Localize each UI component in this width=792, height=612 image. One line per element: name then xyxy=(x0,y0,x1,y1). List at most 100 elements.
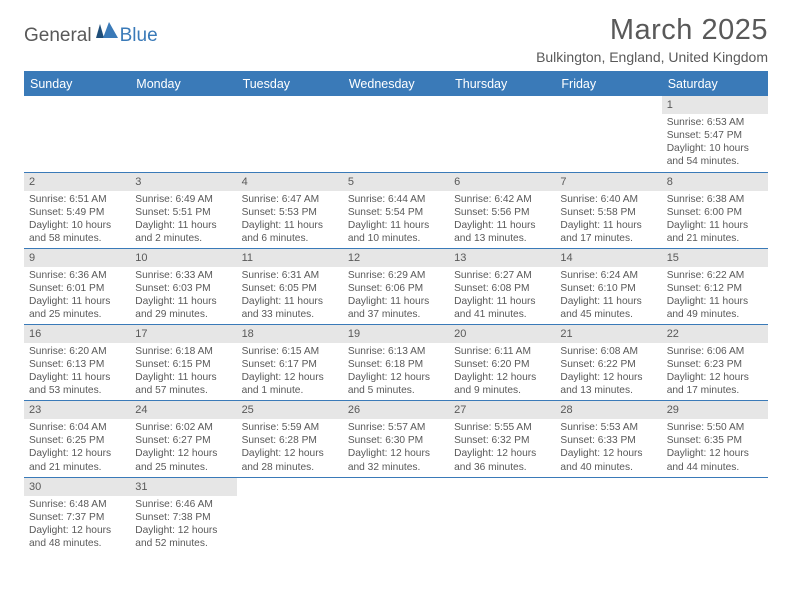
day-details: Sunrise: 6:06 AMSunset: 6:23 PMDaylight:… xyxy=(662,343,768,400)
sunset-text: Sunset: 6:15 PM xyxy=(135,358,231,371)
sunset-text: Sunset: 5:53 PM xyxy=(242,206,338,219)
calendar-day-cell: 21Sunrise: 6:08 AMSunset: 6:22 PMDayligh… xyxy=(555,325,661,401)
daylight-text: Daylight: 10 hours and 58 minutes. xyxy=(29,219,125,245)
calendar-day-cell: 3Sunrise: 6:49 AMSunset: 5:51 PMDaylight… xyxy=(130,172,236,248)
day-details: Sunrise: 6:49 AMSunset: 5:51 PMDaylight:… xyxy=(130,191,236,248)
calendar-day-cell: 8Sunrise: 6:38 AMSunset: 6:00 PMDaylight… xyxy=(662,172,768,248)
day-details: Sunrise: 6:27 AMSunset: 6:08 PMDaylight:… xyxy=(449,267,555,324)
calendar-week-row: 23Sunrise: 6:04 AMSunset: 6:25 PMDayligh… xyxy=(24,401,768,477)
sunrise-text: Sunrise: 6:13 AM xyxy=(348,345,444,358)
day-number: 12 xyxy=(343,249,449,267)
calendar-day-cell: 29Sunrise: 5:50 AMSunset: 6:35 PMDayligh… xyxy=(662,401,768,477)
calendar-week-row: 9Sunrise: 6:36 AMSunset: 6:01 PMDaylight… xyxy=(24,248,768,324)
calendar-day-cell xyxy=(130,96,236,172)
sunrise-text: Sunrise: 6:44 AM xyxy=(348,193,444,206)
daylight-text: Daylight: 11 hours and 6 minutes. xyxy=(242,219,338,245)
calendar-body: 1Sunrise: 6:53 AMSunset: 5:47 PMDaylight… xyxy=(24,96,768,553)
sunrise-text: Sunrise: 5:57 AM xyxy=(348,421,444,434)
day-number: 5 xyxy=(343,173,449,191)
daylight-text: Daylight: 11 hours and 29 minutes. xyxy=(135,295,231,321)
day-details: Sunrise: 6:22 AMSunset: 6:12 PMDaylight:… xyxy=(662,267,768,324)
daylight-text: Daylight: 12 hours and 48 minutes. xyxy=(29,524,125,550)
logo-text-blue: Blue xyxy=(120,25,158,47)
daylight-text: Daylight: 11 hours and 33 minutes. xyxy=(242,295,338,321)
calendar-day-cell xyxy=(449,96,555,172)
calendar-week-row: 30Sunrise: 6:48 AMSunset: 7:37 PMDayligh… xyxy=(24,477,768,553)
weekday-header: Wednesday xyxy=(343,72,449,96)
calendar-day-cell: 14Sunrise: 6:24 AMSunset: 6:10 PMDayligh… xyxy=(555,248,661,324)
day-details: Sunrise: 6:31 AMSunset: 6:05 PMDaylight:… xyxy=(237,267,343,324)
logo-text-general: General xyxy=(24,25,92,47)
day-number: 2 xyxy=(24,173,130,191)
calendar-week-row: 2Sunrise: 6:51 AMSunset: 5:49 PMDaylight… xyxy=(24,172,768,248)
day-details: Sunrise: 6:15 AMSunset: 6:17 PMDaylight:… xyxy=(237,343,343,400)
daylight-text: Daylight: 12 hours and 32 minutes. xyxy=(348,447,444,473)
day-number: 28 xyxy=(555,401,661,419)
sunrise-text: Sunrise: 5:50 AM xyxy=(667,421,763,434)
day-number: 30 xyxy=(24,478,130,496)
day-number: 3 xyxy=(130,173,236,191)
day-details: Sunrise: 6:18 AMSunset: 6:15 PMDaylight:… xyxy=(130,343,236,400)
daylight-text: Daylight: 11 hours and 57 minutes. xyxy=(135,371,231,397)
sunrise-text: Sunrise: 6:02 AM xyxy=(135,421,231,434)
sunrise-text: Sunrise: 6:38 AM xyxy=(667,193,763,206)
day-number: 24 xyxy=(130,401,236,419)
calendar-day-cell xyxy=(343,477,449,553)
sunset-text: Sunset: 6:25 PM xyxy=(29,434,125,447)
daylight-text: Daylight: 11 hours and 41 minutes. xyxy=(454,295,550,321)
calendar-day-cell: 22Sunrise: 6:06 AMSunset: 6:23 PMDayligh… xyxy=(662,325,768,401)
daylight-text: Daylight: 11 hours and 2 minutes. xyxy=(135,219,231,245)
day-details: Sunrise: 6:04 AMSunset: 6:25 PMDaylight:… xyxy=(24,419,130,476)
day-details: Sunrise: 6:29 AMSunset: 6:06 PMDaylight:… xyxy=(343,267,449,324)
day-details: Sunrise: 6:51 AMSunset: 5:49 PMDaylight:… xyxy=(24,191,130,248)
daylight-text: Daylight: 11 hours and 21 minutes. xyxy=(667,219,763,245)
day-number: 29 xyxy=(662,401,768,419)
day-number: 13 xyxy=(449,249,555,267)
calendar-day-cell: 19Sunrise: 6:13 AMSunset: 6:18 PMDayligh… xyxy=(343,325,449,401)
daylight-text: Daylight: 11 hours and 10 minutes. xyxy=(348,219,444,245)
calendar-day-cell: 7Sunrise: 6:40 AMSunset: 5:58 PMDaylight… xyxy=(555,172,661,248)
daylight-text: Daylight: 12 hours and 9 minutes. xyxy=(454,371,550,397)
sunset-text: Sunset: 6:23 PM xyxy=(667,358,763,371)
day-number: 31 xyxy=(130,478,236,496)
sunset-text: Sunset: 6:17 PM xyxy=(242,358,338,371)
day-number: 15 xyxy=(662,249,768,267)
sunset-text: Sunset: 5:51 PM xyxy=(135,206,231,219)
calendar-day-cell xyxy=(662,477,768,553)
weekday-header: Monday xyxy=(130,72,236,96)
sunset-text: Sunset: 6:03 PM xyxy=(135,282,231,295)
sunset-text: Sunset: 6:30 PM xyxy=(348,434,444,447)
day-number: 19 xyxy=(343,325,449,343)
sunrise-text: Sunrise: 6:49 AM xyxy=(135,193,231,206)
daylight-text: Daylight: 11 hours and 13 minutes. xyxy=(454,219,550,245)
calendar-day-cell: 13Sunrise: 6:27 AMSunset: 6:08 PMDayligh… xyxy=(449,248,555,324)
day-number: 27 xyxy=(449,401,555,419)
sunset-text: Sunset: 6:01 PM xyxy=(29,282,125,295)
day-details: Sunrise: 5:57 AMSunset: 6:30 PMDaylight:… xyxy=(343,419,449,476)
day-details: Sunrise: 6:46 AMSunset: 7:38 PMDaylight:… xyxy=(130,496,236,553)
sunset-text: Sunset: 5:54 PM xyxy=(348,206,444,219)
day-number: 9 xyxy=(24,249,130,267)
daylight-text: Daylight: 12 hours and 25 minutes. xyxy=(135,447,231,473)
calendar-day-cell: 23Sunrise: 6:04 AMSunset: 6:25 PMDayligh… xyxy=(24,401,130,477)
day-number: 4 xyxy=(237,173,343,191)
day-number: 21 xyxy=(555,325,661,343)
daylight-text: Daylight: 12 hours and 52 minutes. xyxy=(135,524,231,550)
sunset-text: Sunset: 6:10 PM xyxy=(560,282,656,295)
sunset-text: Sunset: 6:28 PM xyxy=(242,434,338,447)
sunrise-text: Sunrise: 6:46 AM xyxy=(135,498,231,511)
day-number: 14 xyxy=(555,249,661,267)
sunrise-text: Sunrise: 6:42 AM xyxy=(454,193,550,206)
daylight-text: Daylight: 12 hours and 28 minutes. xyxy=(242,447,338,473)
sunset-text: Sunset: 6:05 PM xyxy=(242,282,338,295)
sunset-text: Sunset: 6:27 PM xyxy=(135,434,231,447)
sunset-text: Sunset: 5:56 PM xyxy=(454,206,550,219)
sunset-text: Sunset: 6:32 PM xyxy=(454,434,550,447)
sunrise-text: Sunrise: 6:33 AM xyxy=(135,269,231,282)
daylight-text: Daylight: 12 hours and 13 minutes. xyxy=(560,371,656,397)
calendar-day-cell xyxy=(343,96,449,172)
sunrise-text: Sunrise: 6:51 AM xyxy=(29,193,125,206)
sunrise-text: Sunrise: 6:24 AM xyxy=(560,269,656,282)
day-details: Sunrise: 6:38 AMSunset: 6:00 PMDaylight:… xyxy=(662,191,768,248)
calendar-day-cell: 10Sunrise: 6:33 AMSunset: 6:03 PMDayligh… xyxy=(130,248,236,324)
